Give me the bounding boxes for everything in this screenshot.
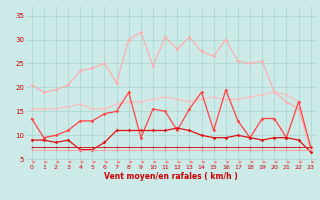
X-axis label: Vent moyen/en rafales ( km/h ): Vent moyen/en rafales ( km/h ) [104, 172, 238, 181]
